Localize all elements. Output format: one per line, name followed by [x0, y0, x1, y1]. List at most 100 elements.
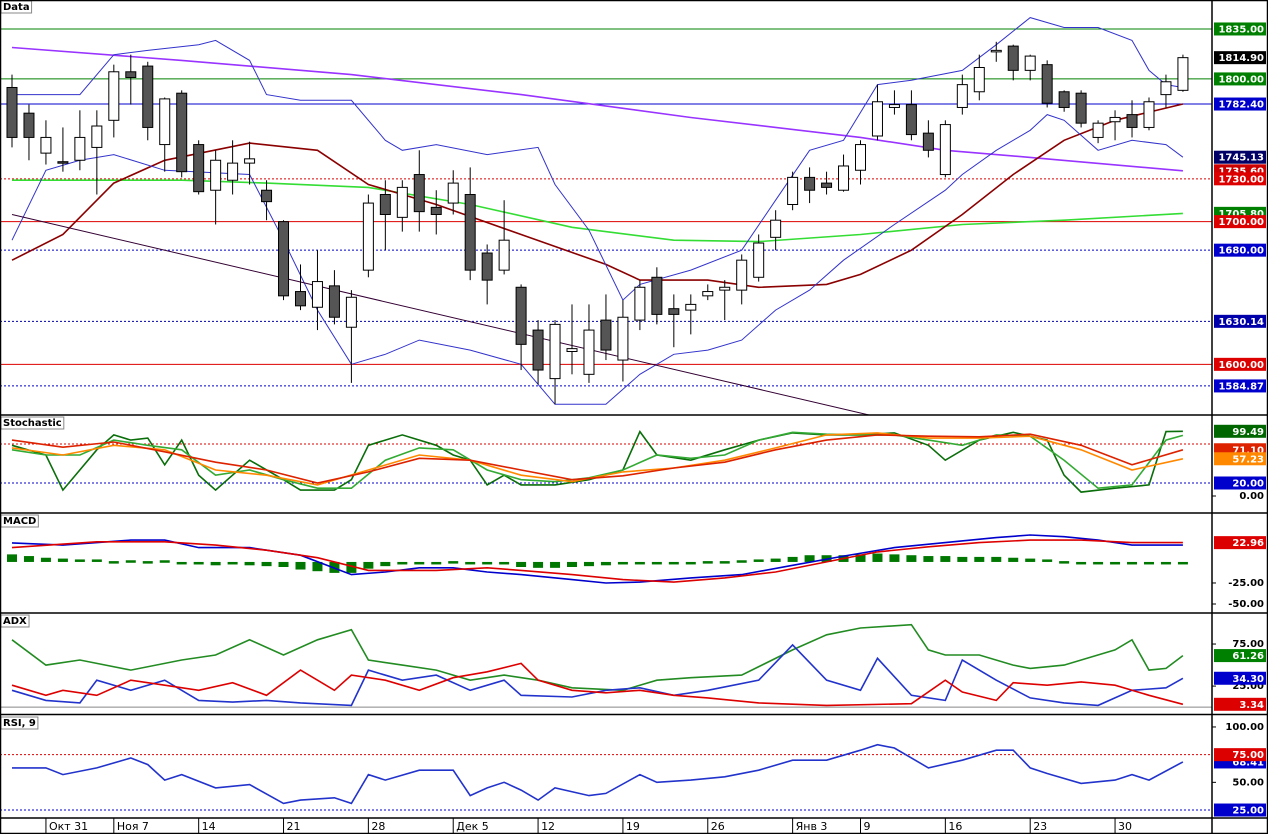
histogram-bar	[770, 558, 781, 562]
price-tag-label: 20.00	[1232, 478, 1264, 489]
candle-body	[617, 316, 629, 361]
price-tag-label: 1584.87	[1218, 381, 1264, 392]
histogram-bar	[448, 561, 459, 564]
candle-body	[481, 252, 493, 281]
price-tag-label: 1630.14	[1218, 317, 1264, 328]
candle-body	[956, 84, 968, 108]
candle-body	[1109, 116, 1121, 123]
histogram-bar	[617, 561, 628, 565]
x-tick-label: Ноя 7	[117, 820, 149, 833]
candle-body	[583, 329, 595, 375]
indicator-line	[11, 643, 1184, 707]
candle-body	[685, 303, 697, 311]
candle-body	[515, 286, 527, 345]
price-tag	[1214, 357, 1266, 371]
histogram-bar	[567, 561, 578, 567]
x-tick-label: 9	[864, 820, 871, 833]
candle-body	[23, 112, 35, 138]
indicator-line	[11, 103, 1184, 289]
histogram-bar	[1076, 561, 1087, 565]
candle-body	[74, 136, 86, 161]
candle-body	[159, 98, 171, 146]
y-tick-label: 100.00	[1225, 722, 1264, 733]
price-tag-label: 3.34	[1239, 700, 1264, 711]
x-tick-label: Окт 31	[49, 820, 88, 833]
candle-body	[905, 104, 917, 136]
candle-body	[328, 285, 340, 318]
x-tick-label: 28	[371, 820, 385, 833]
candle-body	[838, 165, 850, 191]
price-tag	[1214, 314, 1266, 328]
y-tick-label: 0.00	[1239, 491, 1264, 502]
candle-body	[1041, 64, 1053, 104]
price-tag	[1214, 536, 1266, 550]
histogram-bar	[312, 561, 323, 572]
candle-body	[736, 259, 748, 291]
price-tag	[1214, 671, 1266, 685]
histogram-bar	[651, 561, 662, 565]
candle-body	[753, 242, 765, 278]
price-tag-label: 1835.00	[1218, 24, 1264, 35]
candle-body	[668, 308, 680, 315]
histogram-bar	[1042, 559, 1053, 562]
panel: MACD -25.00 -50.00 22.96	[0, 514, 1266, 610]
histogram-bar	[7, 554, 17, 562]
histogram-bar	[261, 561, 272, 567]
candle-body	[57, 161, 69, 164]
histogram-bar	[414, 561, 425, 565]
y-tick-label: 25.00	[1232, 681, 1264, 692]
histogram-bar	[668, 561, 679, 565]
candle-body	[413, 174, 425, 213]
x-tick-label: 23	[1033, 820, 1047, 833]
candle-body	[1177, 57, 1189, 91]
histogram-bar	[736, 560, 747, 563]
candle-body	[770, 219, 782, 238]
x-tick-label: Янв 3	[796, 820, 828, 833]
histogram-bar	[57, 558, 68, 562]
candle-body	[6, 86, 18, 138]
candle-body	[600, 319, 612, 351]
histogram-bar	[940, 556, 951, 562]
histogram-bar	[1177, 561, 1188, 565]
candle-body	[871, 101, 883, 137]
price-tag-label: 1730.00	[1218, 174, 1264, 185]
candle-body	[176, 92, 188, 173]
plot-area	[7, 534, 1188, 584]
candle-body	[1075, 92, 1087, 124]
x-tick-label: 30	[1118, 820, 1132, 833]
candle-body	[244, 158, 256, 164]
price-tag	[1214, 476, 1266, 490]
histogram-bar	[1093, 561, 1104, 565]
histogram-bar	[1160, 561, 1171, 565]
histogram-bar	[397, 561, 408, 565]
price-tag	[1214, 649, 1266, 663]
histogram-bar	[23, 556, 34, 562]
y-tick-label: -50.00	[1228, 599, 1264, 610]
histogram-bar	[40, 557, 51, 562]
indicator-line	[11, 534, 1183, 584]
histogram-bar	[1127, 561, 1138, 565]
histogram-bar	[142, 561, 153, 564]
candle-body	[1092, 122, 1104, 138]
histogram-bar	[346, 561, 357, 573]
histogram-bar	[210, 561, 221, 566]
panel-title: RSI, 9	[3, 718, 36, 729]
price-tag	[1214, 72, 1266, 86]
candle-body	[1126, 114, 1138, 128]
price-tag-label: 1600.00	[1218, 360, 1264, 371]
candle-body	[549, 323, 561, 380]
histogram-bar	[787, 556, 798, 562]
indicator-line	[11, 539, 1183, 583]
candle-body	[804, 176, 816, 191]
histogram-bar	[1143, 561, 1154, 565]
candle-body	[193, 144, 205, 193]
price-tag-label: 1745.13	[1218, 153, 1264, 164]
candle-body	[379, 194, 391, 215]
plot-area	[0, 743, 1212, 811]
panel: ADX 75.00 25.00 61.26 34.30 3.34	[0, 614, 1266, 711]
x-tick-label: Дек 5	[456, 820, 489, 833]
histogram-bar	[244, 561, 255, 566]
